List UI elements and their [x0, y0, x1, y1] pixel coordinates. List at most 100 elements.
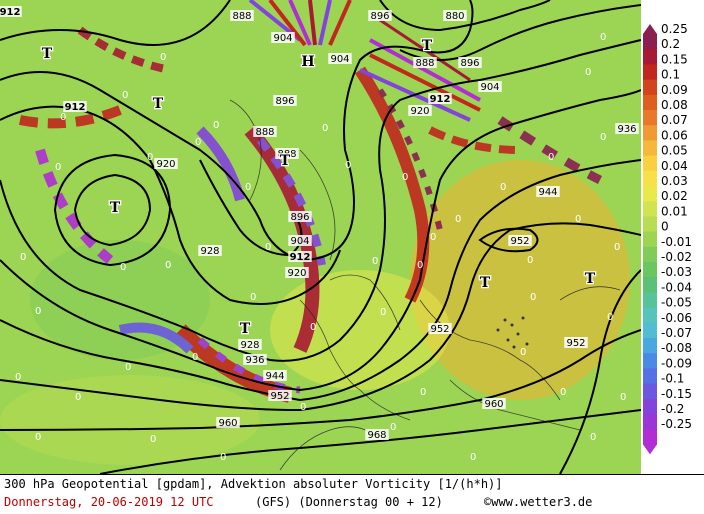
legend-swatch — [643, 49, 657, 65]
legend-label: 0 — [661, 220, 669, 234]
legend-label: -0.06 — [661, 311, 692, 325]
legend-label: -0.09 — [661, 356, 692, 370]
legend-swatch — [643, 231, 657, 248]
legend-bottom-arrow — [643, 444, 657, 455]
zero-contour-label: 0 — [60, 112, 66, 123]
height-label: 920 — [287, 268, 306, 279]
legend-label: 0.15 — [661, 52, 688, 66]
height-label: 880 — [445, 11, 464, 22]
geopotential-contours — [0, 0, 641, 474]
legend-swatch — [643, 110, 657, 126]
legend-swatch — [643, 383, 657, 400]
zero-contour-label: 0 — [620, 392, 626, 403]
legend-swatch — [643, 262, 657, 278]
zero-contour-label: 0 — [220, 452, 226, 463]
low-pressure-marker: T — [422, 38, 433, 54]
height-label: 920 — [156, 159, 175, 170]
high-pressure-marker: H — [301, 54, 314, 70]
zero-contour-label: 0 — [20, 252, 26, 263]
height-label: 904 — [330, 54, 349, 65]
legend-label: 0.09 — [661, 83, 688, 97]
legend-label: 0.08 — [661, 98, 688, 112]
height-label: 888 — [415, 58, 434, 69]
zero-contour-label: 0 — [560, 387, 566, 398]
height-label: 896 — [275, 96, 294, 107]
legend-swatch — [643, 353, 657, 369]
legend-label: -0.15 — [661, 387, 692, 401]
zero-contour-label: 0 — [600, 132, 606, 143]
zero-contour-label: 0 — [380, 307, 386, 318]
zero-contour-label: 0 — [390, 422, 396, 433]
product-description: 300 hPa Geopotential [gpdam], Advektion … — [4, 477, 503, 491]
zero-contour-label: 0 — [55, 162, 61, 173]
legend-label: -0.03 — [661, 265, 692, 279]
height-label: 928 — [200, 246, 219, 257]
zero-contour-label: 0 — [322, 123, 328, 134]
legend-swatch — [643, 155, 657, 172]
zero-contour-label: 0 — [213, 120, 219, 131]
zero-contour-label: 0 — [585, 67, 591, 78]
legend-label: 0.03 — [661, 174, 688, 188]
legend-label: -0.1 — [661, 372, 684, 386]
zero-contour-label: 0 — [402, 172, 408, 183]
legend-swatch — [643, 34, 657, 50]
zero-contour-label: 0 — [75, 392, 81, 403]
copyright-link[interactable]: ©www.wetter3.de — [484, 495, 593, 509]
height-label: 896 — [290, 212, 309, 223]
zero-contour-label: 0 — [455, 214, 461, 225]
legend-swatch — [643, 125, 657, 141]
zero-contour-label: 0 — [575, 214, 581, 225]
height-label: 904 — [273, 33, 292, 44]
legend-swatch — [643, 307, 657, 324]
height-label: 888 — [255, 127, 274, 138]
zero-contour-label: 0 — [530, 292, 536, 303]
zero-contour-label: 0 — [520, 347, 526, 358]
legend-label: 0.05 — [661, 144, 688, 158]
legend-swatch — [643, 292, 657, 309]
legend-swatch — [643, 429, 657, 445]
height-label: 936 — [245, 355, 264, 366]
legend-label: -0.02 — [661, 250, 692, 264]
legend-label: -0.25 — [661, 417, 692, 431]
vorticity-advection-field — [0, 0, 641, 474]
zero-contour-label: 0 — [600, 32, 606, 43]
zero-contour-label: 0 — [125, 362, 131, 373]
legend-label: -0.05 — [661, 296, 692, 310]
legend-label: 0.07 — [661, 113, 688, 127]
legend-top-arrow — [643, 24, 657, 34]
zero-contour-label: 0 — [122, 90, 128, 101]
low-pressure-marker: T — [240, 321, 251, 337]
legend-swatch — [643, 140, 657, 157]
legend-swatch — [643, 186, 657, 202]
height-label: 952 — [510, 236, 529, 247]
low-pressure-marker: T — [42, 46, 53, 62]
zero-contour-label: 0 — [35, 432, 41, 443]
zero-contour-label: 0 — [372, 256, 378, 267]
zero-contour-label: 0 — [195, 137, 201, 148]
low-pressure-marker: T — [153, 96, 164, 112]
zero-contour-label: 0 — [607, 312, 613, 323]
zero-contour-label: 0 — [417, 260, 423, 271]
low-pressure-marker: T — [585, 271, 596, 287]
legend-swatch — [643, 246, 657, 263]
height-label: 952 — [566, 338, 585, 349]
legend-label: 0.25 — [661, 22, 688, 36]
legend-swatch — [643, 414, 657, 430]
zero-contour-label: 0 — [590, 432, 596, 443]
zero-contour-label: 0 — [430, 232, 436, 243]
height-label: 960 — [218, 418, 237, 429]
low-pressure-marker: T — [480, 275, 491, 291]
zero-contour-label: 0 — [527, 255, 533, 266]
legend-label: -0.07 — [661, 326, 692, 340]
color-scale-legend: 0.25 0.2 0.15 0.1 0.09 0.08 0.07 0.06 0.05 0.04 0.… — [641, 0, 704, 474]
legend-label: -0.08 — [661, 341, 692, 355]
zero-contour-label: 0 — [120, 262, 126, 273]
zero-contour-label: 0 — [165, 260, 171, 271]
zero-contour-label: 0 — [265, 242, 271, 253]
legend-swatch — [643, 170, 657, 187]
height-label: 888 — [277, 149, 296, 160]
zero-contour-label: 0 — [160, 52, 166, 63]
zero-contour-label: 0 — [250, 292, 256, 303]
weather-map: 912 888 896 880 904 888 896 904 912 920 936 904 912 9… — [0, 0, 641, 474]
height-label: 912 — [290, 252, 311, 263]
